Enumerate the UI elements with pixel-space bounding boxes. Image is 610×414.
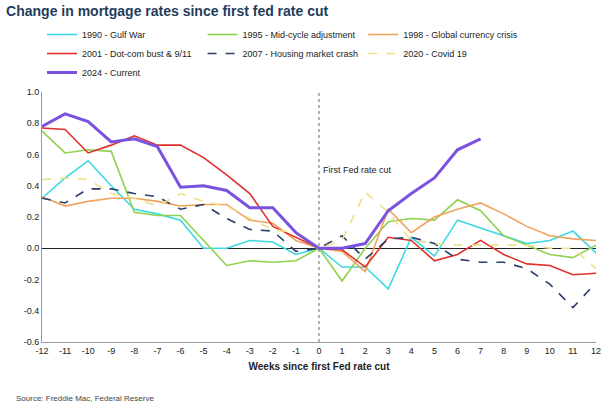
svg-text:-6: -6 [176, 346, 184, 356]
svg-text:6: 6 [455, 346, 460, 356]
svg-text:-7: -7 [153, 346, 161, 356]
svg-text:-5: -5 [200, 346, 208, 356]
svg-text:-9: -9 [107, 346, 115, 356]
svg-text:Weeks since first Fed rate cut: Weeks since first Fed rate cut [249, 361, 391, 372]
svg-text:0: 0 [316, 346, 321, 356]
svg-text:First Fed rate cut: First Fed rate cut [323, 165, 392, 175]
svg-text:1.0: 1.0 [27, 87, 40, 97]
svg-text:1995 - Mid-cycle adjustment: 1995 - Mid-cycle adjustment [243, 30, 356, 40]
svg-text:0.2: 0.2 [27, 212, 40, 222]
svg-text:0.6: 0.6 [27, 150, 40, 160]
svg-text:11: 11 [568, 346, 577, 356]
svg-text:2007 - Housing market crash: 2007 - Housing market crash [243, 49, 359, 59]
svg-text:7: 7 [478, 346, 483, 356]
svg-text:3: 3 [386, 346, 391, 356]
svg-text:-0.2: -0.2 [24, 275, 40, 285]
svg-text:9: 9 [524, 346, 529, 356]
svg-text:2001 - Dot-com bust & 9/11: 2001 - Dot-com bust & 9/11 [82, 49, 191, 59]
svg-text:0.4: 0.4 [27, 181, 40, 191]
svg-text:-11: -11 [59, 346, 71, 356]
svg-text:8: 8 [501, 346, 506, 356]
svg-text:-10: -10 [82, 346, 95, 356]
svg-text:-4: -4 [223, 346, 231, 356]
svg-text:-1: -1 [292, 346, 300, 356]
svg-text:12: 12 [591, 346, 601, 356]
svg-text:4: 4 [409, 346, 414, 356]
svg-text:2: 2 [363, 346, 368, 356]
svg-text:-0.4: -0.4 [24, 306, 40, 316]
svg-text:1: 1 [340, 346, 345, 356]
svg-text:Source: Freddie Mac, Federal R: Source: Freddie Mac, Federal Reserve [16, 394, 154, 403]
svg-text:0.8: 0.8 [27, 118, 40, 128]
svg-text:0.0: 0.0 [27, 243, 40, 253]
svg-text:-0.6: -0.6 [24, 337, 40, 347]
svg-text:-8: -8 [130, 346, 138, 356]
svg-text:10: 10 [545, 346, 555, 356]
svg-text:Change in mortgage rates since: Change in mortgage rates since first fed… [6, 3, 328, 19]
svg-text:-2: -2 [269, 346, 277, 356]
svg-text:2024 - Current: 2024 - Current [82, 68, 141, 78]
svg-text:1998 - Global currency crisis: 1998 - Global currency crisis [403, 30, 518, 40]
svg-text:1990 - Gulf War: 1990 - Gulf War [82, 30, 145, 40]
svg-text:-3: -3 [246, 346, 254, 356]
svg-text:-12: -12 [35, 346, 48, 356]
svg-text:2020 - Covid 19: 2020 - Covid 19 [403, 49, 467, 59]
svg-text:5: 5 [432, 346, 437, 356]
